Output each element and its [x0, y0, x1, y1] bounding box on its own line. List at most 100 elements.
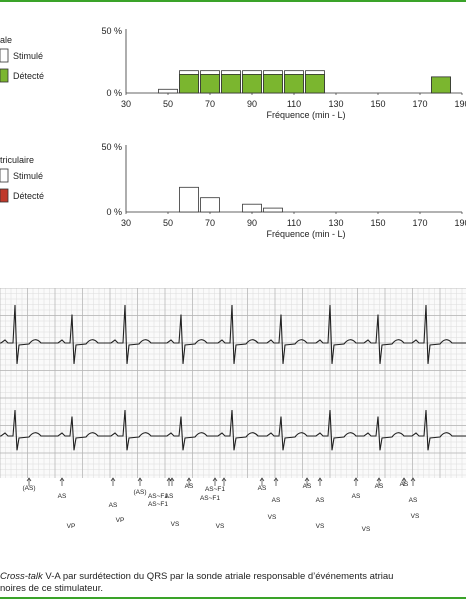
x-tick-label: 30: [121, 218, 131, 228]
top-border: [0, 0, 466, 2]
legend-label: Détecté: [13, 71, 44, 81]
bar-detecte: [305, 74, 325, 94]
event-arrowhead: [410, 477, 416, 482]
legend-swatch: [0, 48, 9, 63]
event-label: AS: [400, 481, 409, 488]
event-label: VS: [216, 523, 225, 530]
event-arrowhead: [401, 477, 407, 482]
x-tick-label: 50: [163, 218, 173, 228]
figure-caption: Cross-talk V-A par surdétection du QRS p…: [0, 571, 466, 595]
event-arrowhead: [221, 477, 227, 482]
event-label: AS: [272, 497, 281, 504]
bar-stimule: [179, 186, 199, 213]
event-arrowhead: [212, 477, 218, 482]
event-arrowhead: [186, 477, 192, 482]
x-tick-label: 190: [454, 99, 466, 109]
event-label: AS: [165, 493, 174, 500]
bar-detecte: [200, 74, 220, 94]
event-label: AS: [303, 483, 312, 490]
event-label: AS: [375, 483, 384, 490]
legend-swatch: [0, 68, 9, 83]
x-tick-label: 130: [328, 99, 343, 109]
event-label: VS: [171, 521, 180, 528]
x-tick-label: 70: [205, 218, 215, 228]
x-tick-label: 170: [412, 218, 427, 228]
event-label: AS: [409, 497, 418, 504]
y-tick-label: 50 %: [101, 142, 122, 152]
y-tick-label: 0 %: [106, 207, 122, 217]
event-label: AS~F1: [148, 493, 168, 500]
x-tick-label: 70: [205, 99, 215, 109]
event-arrowhead: [110, 477, 116, 482]
bar-stimule: [158, 88, 178, 94]
x-tick-label: 190: [454, 218, 466, 228]
x-tick-label: 150: [370, 218, 385, 228]
ventricular-histogram: triculaire Stimulé Détecté 50 % 0 %30 50 70 90 1…: [0, 142, 466, 239]
event-label: (AS): [134, 489, 147, 496]
event-arrowhead: [273, 477, 279, 482]
event-arrowhead: [169, 477, 175, 482]
x-tick-label: 90: [247, 99, 257, 109]
bar-stimule: [200, 197, 220, 213]
x-axis-title: Fréquence (min - L): [266, 110, 345, 120]
event-label: AS: [316, 497, 325, 504]
x-tick-label: 50: [163, 99, 173, 109]
x-tick-label: 30: [121, 99, 131, 109]
event-label: VS: [362, 526, 371, 533]
x-tick-label: 110: [287, 99, 301, 109]
bar-detecte: [284, 74, 304, 94]
event-label: VS: [268, 514, 277, 521]
legend-label: Détecté: [13, 191, 44, 201]
event-arrowhead: [304, 477, 310, 482]
x-tick-label: 130: [328, 218, 343, 228]
event-label: VS: [316, 523, 325, 530]
x-tick-label: 170: [412, 99, 427, 109]
x-tick-label: 150: [370, 99, 385, 109]
event-arrowhead: [376, 477, 382, 482]
y-tick-label: 50 %: [101, 26, 122, 36]
caption-line2: noires de ce stimulateur.: [0, 583, 103, 594]
event-label: AS: [258, 485, 267, 492]
legend-title: triculaire: [0, 155, 34, 165]
caption-line1: V-A par surdétection du QRS par la sonde…: [42, 571, 394, 582]
event-label: VP: [67, 523, 76, 530]
event-label: (AS): [23, 485, 36, 492]
event-arrowhead: [26, 477, 32, 482]
bar-detecte: [221, 74, 241, 94]
event-label: VS: [411, 513, 420, 520]
event-arrowhead: [259, 477, 265, 482]
event-arrowhead: [317, 477, 323, 482]
ecg-trace-2: [0, 409, 466, 451]
bar-detecte: [242, 74, 262, 94]
legend-swatch: [0, 168, 9, 183]
legend-label: Stimulé: [13, 51, 43, 61]
legend-label: Stimulé: [13, 171, 43, 181]
bar-detecte: [263, 74, 283, 94]
event-label: AS~F1: [200, 495, 220, 502]
ecg-trace-1: [0, 304, 466, 364]
event-arrowhead: [59, 477, 65, 482]
event-label: VP: [116, 517, 125, 524]
bar-detecte: [431, 76, 451, 94]
bar-detecte: [179, 74, 199, 94]
event-label: AS~F1: [148, 501, 168, 508]
bar-stimule: [263, 207, 283, 213]
bottom-border: [0, 597, 466, 599]
bar-stimule: [242, 203, 262, 213]
event-label: AS~F1: [205, 486, 225, 493]
event-label: AS: [352, 493, 361, 500]
legend-title: ale: [0, 35, 12, 45]
event-arrowhead: [353, 477, 359, 482]
event-label: AS: [109, 502, 118, 509]
x-tick-label: 90: [247, 218, 257, 228]
x-axis-title: Fréquence (min - L): [266, 229, 345, 239]
event-label: AS: [58, 493, 67, 500]
legend-swatch: [0, 188, 9, 203]
y-tick-label: 0 %: [106, 88, 122, 98]
caption-italic: Cross-talk: [0, 571, 43, 582]
ecg-strip: (AS)ASASVP(AS)ASVPASAS~F1AS~F1VSAS~F1AS~…: [0, 288, 466, 533]
event-label: AS: [185, 483, 194, 490]
event-arrowhead: [137, 477, 143, 482]
x-tick-label: 110: [287, 218, 301, 228]
